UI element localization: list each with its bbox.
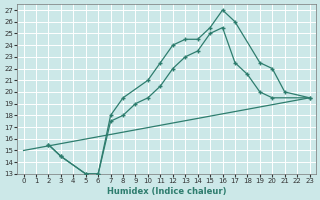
X-axis label: Humidex (Indice chaleur): Humidex (Indice chaleur) <box>107 187 226 196</box>
